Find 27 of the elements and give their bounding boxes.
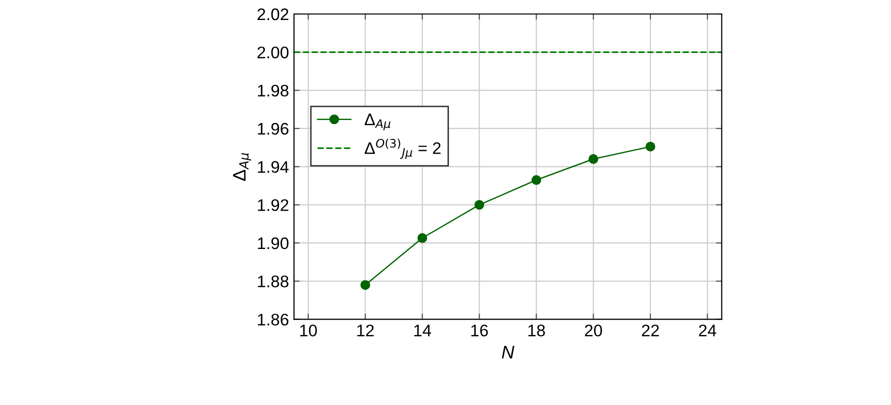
x-tick-label: 10 <box>300 324 317 336</box>
y-axis-title: Δ$_{Aμ}$ <box>233 153 252 181</box>
x-tick-label: 24 <box>699 324 716 336</box>
x-tick-label: 18 <box>528 324 545 336</box>
legend-label: Δ$_{Aμ}$ <box>364 114 390 130</box>
point <box>360 280 370 290</box>
y-tick-label: 1.92 <box>258 199 288 212</box>
point <box>417 233 428 243</box>
x-tick-label: 22 <box>642 324 659 336</box>
y-tick-label: 1.96 <box>258 122 288 135</box>
x-axis-title: N <box>502 346 514 358</box>
point <box>532 175 542 185</box>
y-tick-label: 1.86 <box>258 314 288 326</box>
x-tick-label: 12 <box>357 324 374 336</box>
legend-label: Δ$^{O(3)}$$_{Jμ}$ = 2 <box>364 138 441 160</box>
point <box>588 154 598 164</box>
x-tick-label: 20 <box>584 324 602 336</box>
y-tick-label: 1.90 <box>258 237 288 250</box>
y-tick-label: 1.88 <box>258 276 288 288</box>
y-tick-label: 2.02 <box>258 8 288 20</box>
point <box>646 142 656 152</box>
y-tick-label: 1.98 <box>258 84 288 97</box>
point <box>474 200 484 210</box>
y-tick-label: 2.00 <box>258 46 288 58</box>
y-tick-label: 1.94 <box>258 161 289 173</box>
x-tick-label: 16 <box>471 324 488 336</box>
x-tick-label: 14 <box>414 324 432 336</box>
